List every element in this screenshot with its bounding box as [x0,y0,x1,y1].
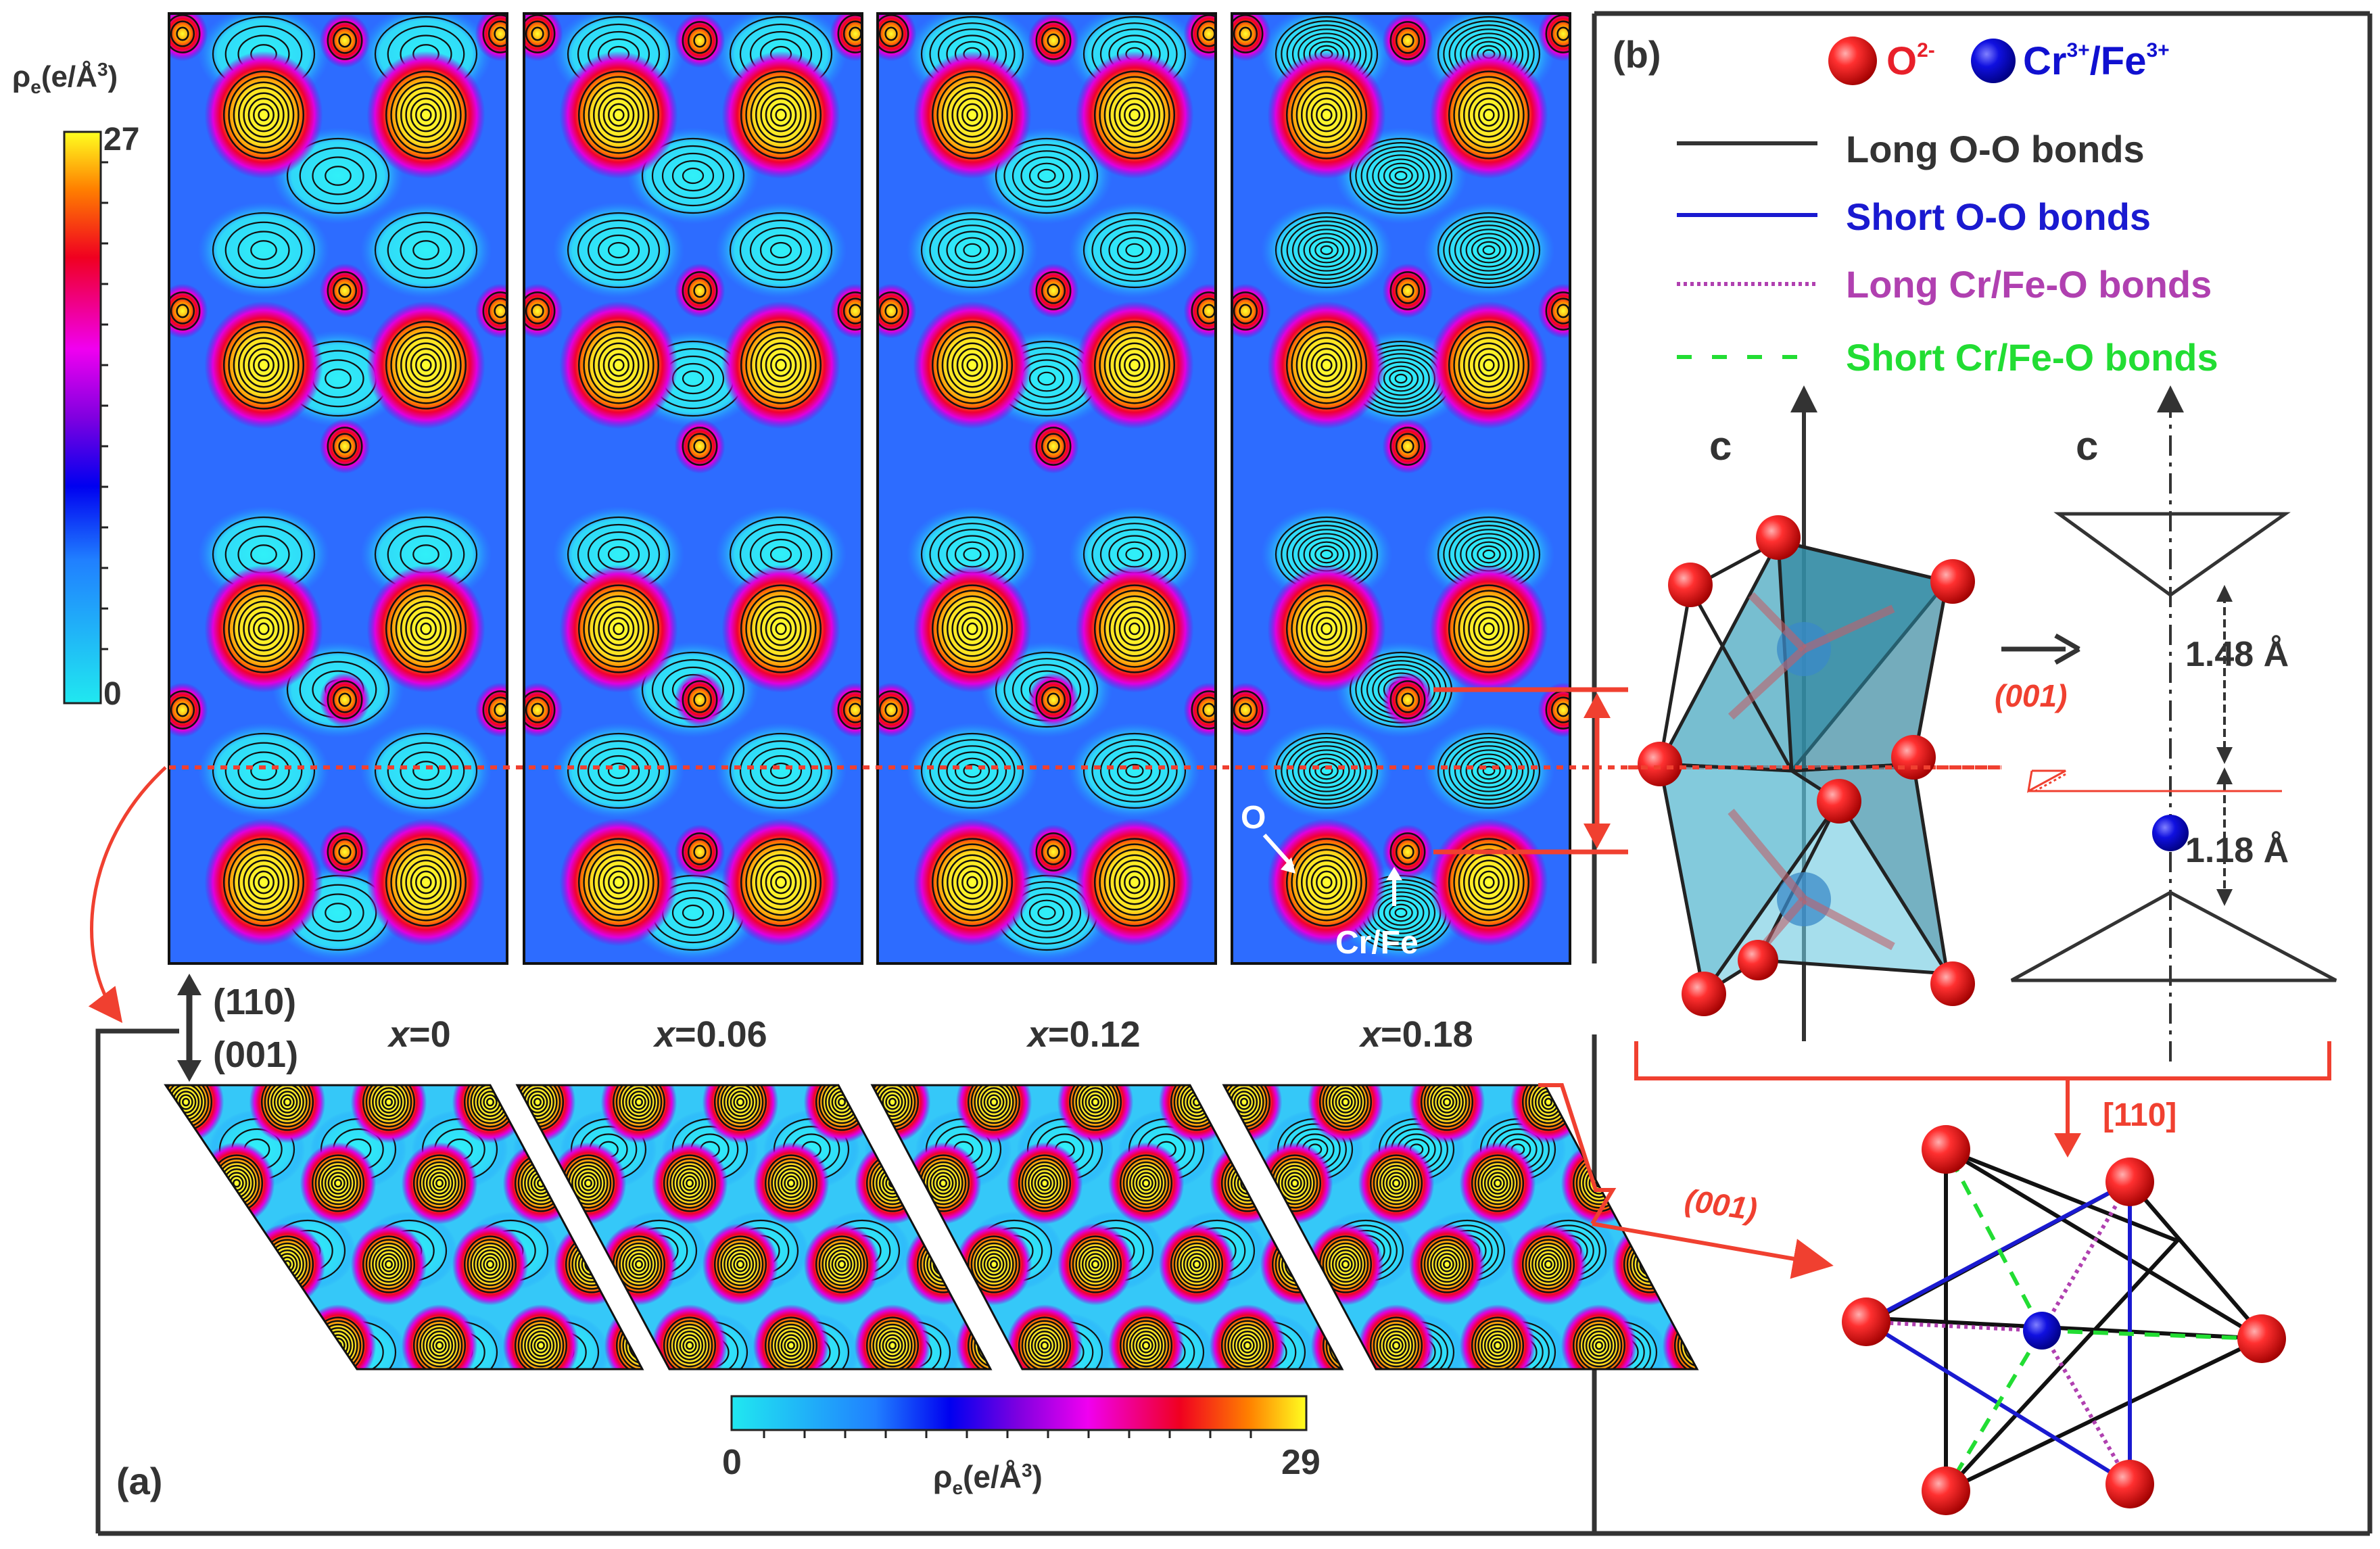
cr-fe-ion-marker [1971,39,2016,83]
composition-label-1: x=0.06 [652,1014,767,1055]
composition-label-3: x=0.18 [1358,1014,1473,1055]
vertical-colorbar-ticks [101,161,108,650]
cut-to-plane-arrow [88,766,167,1023]
oxygen-ion-marker [1828,37,1877,85]
face-sharing-octahedra: c [1628,385,2001,1041]
vertical-colorbar-min: 0 [103,676,122,712]
vertical-colorbar-gradient [63,130,102,705]
panel-b-label: (b) [1613,33,1661,76]
long-crfeo-bond-label: Long Cr/Fe-O bonds [1846,263,2212,306]
horizontal-colorbar: 0 29 ρe(e/Å3) [722,1395,1320,1498]
horizontal-colorbar-min: 0 [722,1443,742,1482]
panel-a-label: (a) [116,1460,162,1502]
contour-plane-0 [166,1085,642,1369]
layer-thickness-marker [1433,687,1628,855]
triangle-top-view [1842,1125,2286,1515]
direction-label-001: (001) [213,1034,298,1075]
plane-label-001-upper: (001) [1995,678,2067,713]
vertical-colorbar-max: 27 [103,122,139,158]
long-oo-bond-label: Long O-O bonds [1846,128,2145,170]
distance-upper-label: 1.48 Å [2185,635,2289,674]
c-axis-label-right: c [2076,423,2098,469]
distance-lower-label: 1.18 Å [2185,831,2289,870]
plane-label-001-lower: (001) [1683,1182,1760,1226]
contour-panel-1 [524,14,862,963]
site-annotations: O Cr/Fe [1241,800,1419,961]
composition-labels: x=0 x=0.06 x=0.12 x=0.18 [387,1014,1473,1055]
c-axis-label-left: c [1709,423,1732,469]
cr-fe-site-label: Cr/Fe [1335,925,1419,961]
structure-bracket [1634,1041,2331,1158]
short-crfeo-bond-label: Short Cr/Fe-O bonds [1846,336,2218,379]
contour-panel-2 [878,14,1216,963]
composition-label-2: x=0.12 [1026,1014,1141,1055]
charge-density-maps-110 [168,12,1571,965]
frame-lines [95,11,2373,1536]
charge-density-maps-001 [164,1084,1699,1371]
contour-panel-3 [1232,14,1570,963]
direction-indicator: (110) (001) [177,974,298,1082]
oxygen-ion-label: O2- [1886,39,1935,83]
bond-legend: Long O-O bonds Short O-O bonds Long Cr/F… [1677,128,2218,379]
vertical-colorbar: ρe(e/Å3) 27 0 [12,59,139,712]
direction-label-110-bracket: [110] [2103,1097,2176,1133]
o-site-label: O [1241,800,1266,836]
horizontal-colorbar-max: 29 [1281,1443,1320,1482]
cr-fe-ion-label: Cr3+/Fe3+ [2023,39,2170,83]
vertical-colorbar-title: ρe(e/Å3) [12,59,118,97]
composition-label-0: x=0 [387,1014,451,1055]
bond-length-schematic: c 1.48 Å 1.18 Å (001) [1995,385,2337,1062]
direction-label-110: (110) [213,982,296,1022]
ion-legend: O2- Cr3+/Fe3+ [1828,37,2170,85]
short-oo-bond-label: Short O-O bonds [1846,195,2151,238]
horizontal-colorbar-title: ρe(e/Å3) [933,1459,1043,1498]
horizontal-colorbar-gradient [730,1395,1308,1431]
contour-panel-0 [169,14,507,963]
